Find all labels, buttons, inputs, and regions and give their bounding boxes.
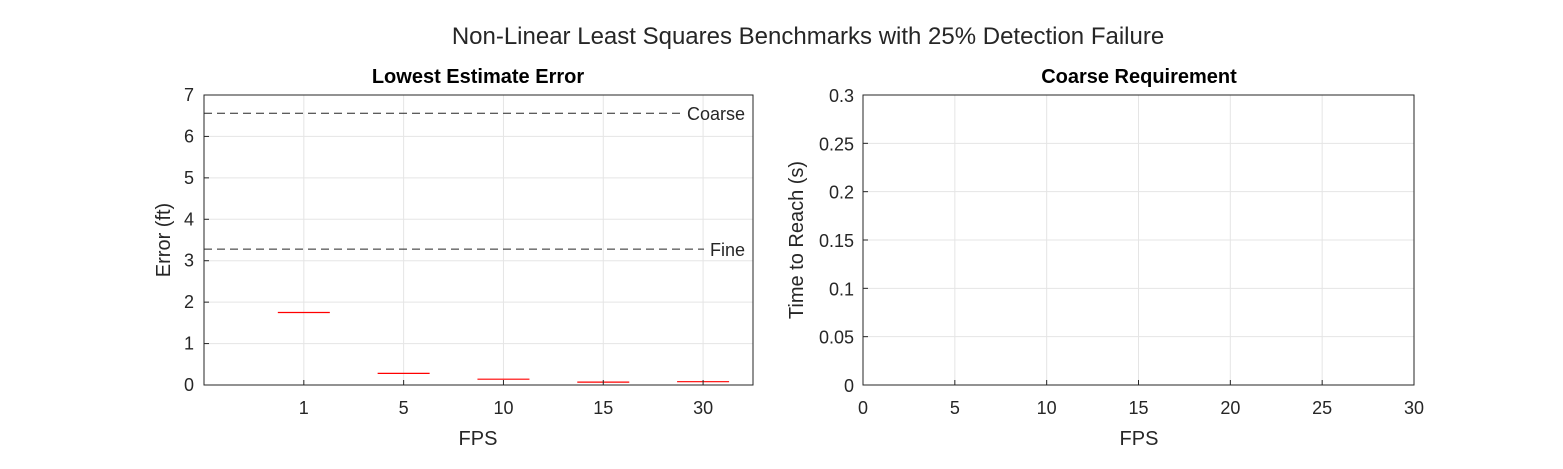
y-tick-label: 1: [184, 334, 194, 354]
grid: [204, 94, 753, 386]
y-tick-label: 7: [184, 85, 194, 105]
error-boxplot-axes: Lowest Estimate Error Coarse Fine 0 1 2 3 4 5 6…: [153, 66, 754, 450]
y-tick-label: 3: [184, 251, 194, 271]
y-tick-label: 5: [184, 168, 194, 188]
y-axis-label: Time to Reach (s): [786, 161, 808, 319]
y-tick-label: 0.2: [829, 183, 854, 203]
y-tick-label: 4: [184, 209, 194, 229]
y-tick-label: 6: [184, 126, 194, 146]
reference-label-coarse: Coarse: [687, 104, 745, 124]
x-tick-label: 15: [1128, 398, 1148, 418]
grid: [862, 94, 1415, 386]
y-tick-label: 0: [844, 376, 854, 396]
x-tick-label: 30: [693, 398, 713, 418]
y-tick-label: 2: [184, 292, 194, 312]
x-tick-label: 20: [1220, 398, 1240, 418]
x-axis-label: FPS: [1120, 428, 1159, 450]
y-tick-label: 0.3: [829, 86, 854, 106]
axes-title-error: Lowest Estimate Error: [372, 66, 585, 88]
figure-title: Non-Linear Least Squares Benchmarks with…: [452, 23, 1164, 50]
x-axis-label: FPS: [459, 428, 498, 450]
x-tick-label: 10: [493, 398, 513, 418]
x-tick-label: 10: [1037, 398, 1057, 418]
x-tick-label: 1: [299, 398, 309, 418]
y-tick-label: 0.1: [829, 279, 854, 299]
y-tick-label: 0.05: [819, 328, 854, 348]
axes-box: [203, 94, 754, 386]
tick-labels: 0 0.05 0.1 0.15 0.2 0.25 0.3 0 5 10 15 20 25 30: [819, 86, 1424, 418]
x-tick-label: 15: [593, 398, 613, 418]
x-tick-label: 0: [858, 398, 868, 418]
y-axis-label: Error (ft): [153, 203, 175, 277]
y-tick-label: 0.15: [819, 231, 854, 251]
y-tick-label: 0.25: [819, 134, 854, 154]
reference-lines: Coarse Fine: [204, 104, 745, 260]
x-tick-label: 5: [399, 398, 409, 418]
y-tick-label: 0: [184, 375, 194, 395]
x-tick-label: 30: [1404, 398, 1424, 418]
x-tick-label: 25: [1312, 398, 1332, 418]
coarse-requirement-axes: Coarse Requirement 0 0.05 0.1 0.15 0.2 0.25 0.…: [786, 66, 1424, 450]
axes-title-coarse: Coarse Requirement: [1041, 66, 1237, 88]
reference-label-fine: Fine: [710, 240, 745, 260]
x-tick-label: 5: [950, 398, 960, 418]
